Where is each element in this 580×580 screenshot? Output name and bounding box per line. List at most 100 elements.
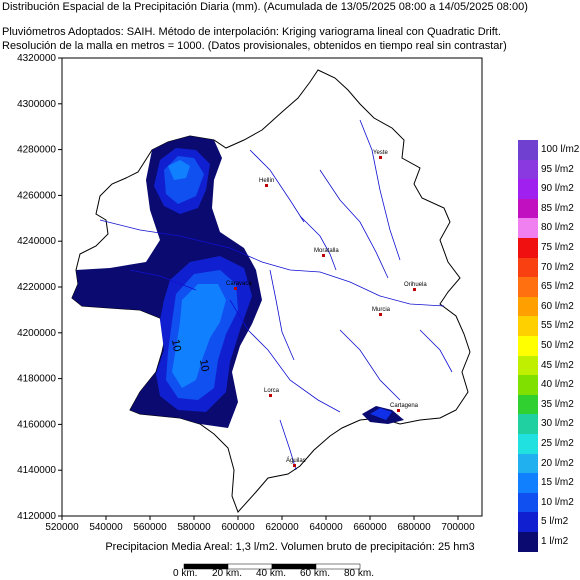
y-tick-label: 4220000: [17, 282, 56, 293]
legend-label: 20 l/m2: [541, 457, 574, 469]
legend-swatch: [518, 198, 538, 219]
legend-label: 60 l/m2: [541, 300, 574, 312]
legend-swatch: [518, 218, 538, 238]
legend-label: 80 l/m2: [541, 222, 574, 234]
city-marker: [269, 394, 272, 397]
city-marker: [322, 254, 325, 257]
grid-resolution-note: Resolución de la malla en metros = 1000.…: [2, 40, 507, 52]
y-tick-label: 4120000: [17, 511, 56, 522]
y-tick-label: 4260000: [17, 190, 56, 201]
legend-label: 90 l/m2: [541, 183, 574, 195]
city-label-orihuela: Orihuela: [404, 282, 427, 288]
legend-swatch: [518, 140, 538, 160]
y-tick-label: 4240000: [17, 236, 56, 247]
city-marker: [397, 409, 400, 412]
legend-swatch: [518, 532, 538, 552]
legend-swatch: [518, 316, 538, 336]
scale-label: 40 km.: [256, 568, 287, 579]
y-tick-label: 4320000: [17, 53, 56, 64]
city-marker: [265, 184, 268, 187]
scale-label: 0 km.: [173, 568, 198, 579]
city-markers: [234, 156, 416, 467]
legend-label: 15 l/m2: [541, 477, 574, 489]
scale-segment: [315, 563, 361, 570]
scale-bar: [183, 563, 361, 570]
legend-swatch: [518, 394, 538, 415]
x-tick-label: 560000: [133, 522, 167, 533]
legend-label: 85 l/m2: [541, 202, 574, 214]
city-marker: [379, 313, 382, 316]
legend-label: 45 l/m2: [541, 359, 574, 371]
city-marker: [379, 156, 382, 159]
legend-label: 65 l/m2: [541, 281, 574, 293]
legend-label: 95 l/m2: [541, 163, 574, 175]
city-label-caravaca: Caravaca: [226, 281, 252, 287]
legend-label: 1 l/m2: [541, 536, 569, 547]
scale-label: 20 km.: [212, 568, 243, 579]
legend-label: 40 l/m2: [541, 379, 574, 391]
x-tick-label: 540000: [89, 522, 123, 533]
city-label-hellin: Hellín: [259, 178, 274, 184]
city-label-yeste: Yeste: [373, 150, 388, 156]
city-label-lorca: Lorca: [264, 388, 280, 394]
legend-swatch: [518, 277, 538, 297]
legend-label: 75 l/m2: [541, 242, 574, 253]
river-network: [99, 119, 453, 471]
scale-label: 80 km.: [344, 568, 375, 579]
x-tick-label: 600000: [221, 522, 255, 533]
legend-swatch: [518, 492, 538, 513]
x-axis: 520000 540000 560000 580000 600000 620000 6400…: [45, 516, 475, 533]
legend-swatch: [518, 355, 538, 376]
y-tick-label: 4200000: [17, 328, 56, 339]
x-tick-label: 620000: [265, 522, 299, 533]
city-marker: [413, 288, 416, 291]
areal-precipitation-summary: Precipitacion Media Areal: 1,3 l/m2. Vol…: [105, 541, 475, 553]
legend-swatch: [518, 159, 538, 180]
contour-label: 10: [169, 338, 183, 352]
contour-label: 10: [197, 358, 211, 372]
y-tick-label: 4160000: [17, 419, 56, 430]
legend-swatch: [518, 473, 538, 493]
legend-swatch: [518, 434, 538, 454]
legend-label: 25 l/m2: [541, 438, 574, 449]
y-tick-label: 4180000: [17, 374, 56, 385]
legend-swatch: [518, 296, 538, 317]
x-tick-label: 660000: [353, 522, 387, 533]
legend-label: 55 l/m2: [541, 320, 574, 332]
legend-label: 35 l/m2: [541, 398, 574, 410]
legend-label: 50 l/m2: [541, 340, 574, 351]
legend-swatch: [518, 512, 538, 532]
legend-swatch: [518, 257, 538, 278]
legend-label: 30 l/m2: [541, 418, 574, 430]
x-tick-label: 640000: [309, 522, 343, 533]
scale-label: 60 km.: [300, 568, 331, 579]
precip-zone-15: [168, 160, 190, 180]
legend-swatch: [518, 238, 538, 258]
legend-label: 10 l/m2: [541, 496, 574, 508]
city-label-moratalla: Moratalla: [314, 248, 339, 254]
city-marker: [293, 464, 296, 467]
y-tick-label: 4140000: [17, 465, 56, 476]
legend-label: 70 l/m2: [541, 261, 574, 273]
legend-swatch: [518, 375, 538, 395]
city-marker: [234, 287, 237, 290]
legend-swatch: [518, 453, 538, 474]
legend-swatch: [518, 179, 538, 199]
map-title: Distribución Espacial de la Precipitació…: [2, 1, 528, 13]
y-axis: 4320000 4300000 4280000 4260000 4240000 42200…: [17, 53, 62, 522]
x-tick-label: 580000: [177, 522, 211, 533]
city-label-murcia: Murcia: [372, 307, 391, 313]
precip-zone-5-east: [370, 408, 392, 420]
legend-label: 100 l/m2: [541, 144, 580, 155]
x-tick-label: 520000: [45, 522, 79, 533]
y-tick-label: 4300000: [17, 99, 56, 110]
legend-swatch: [518, 336, 538, 356]
precip-zone-15-south: [172, 284, 226, 388]
city-label-cartagena: Cartagena: [390, 403, 419, 409]
x-tick-label: 680000: [397, 522, 431, 533]
legend-label: 5 l/m2: [541, 516, 569, 528]
city-label-aguilas: Águilas: [286, 457, 306, 464]
y-tick-label: 4280000: [17, 145, 56, 156]
legend-swatch: [518, 414, 538, 434]
